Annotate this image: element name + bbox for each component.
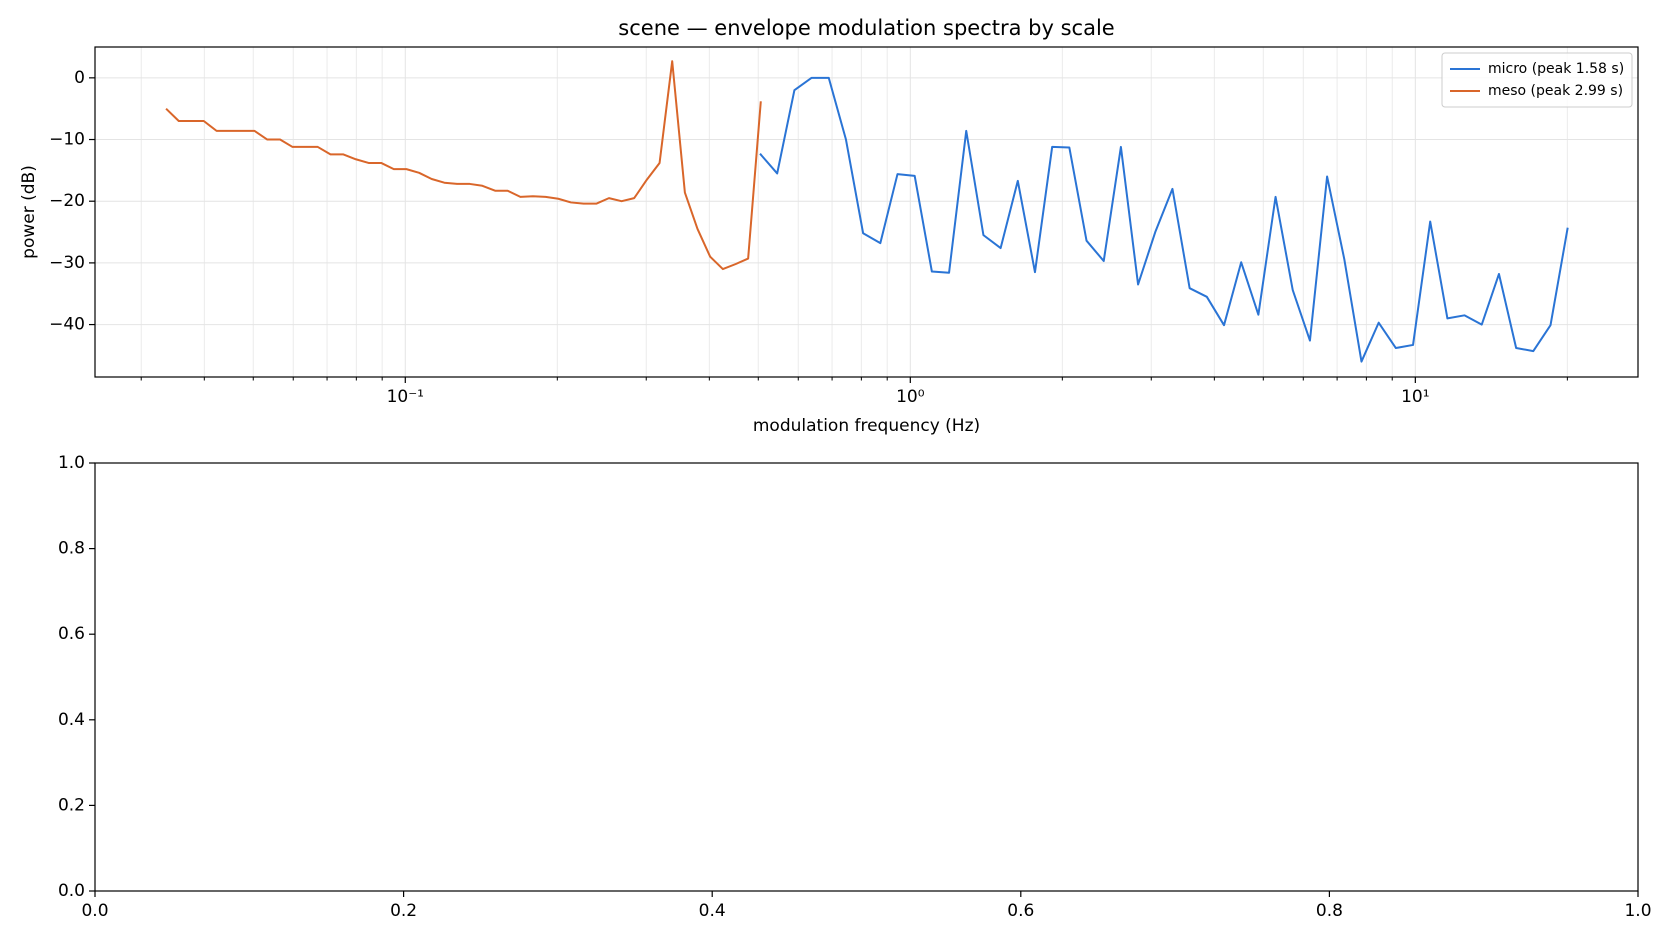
y-tick-label: 1.0 (58, 453, 85, 473)
x-tick-label: 10⁰ (896, 387, 925, 407)
axes-frame (94, 462, 1639, 892)
chart-title: scene — envelope modulation spectra by s… (618, 16, 1114, 40)
y-tick-label: 0 (74, 68, 85, 88)
y-tick-label: 0.8 (58, 539, 85, 559)
axes: scene — envelope modulation spectra by s… (19, 16, 1639, 436)
x-tick-label: 0.6 (1007, 901, 1034, 921)
legend-box (1441, 52, 1633, 108)
y-axis-label: power (dB) (19, 165, 39, 259)
y-tick-label: −30 (49, 253, 85, 273)
x-axis-label: modulation frequency (Hz) (753, 416, 980, 436)
series-line (759, 76, 1569, 363)
legend-label: micro (peak 1.58 s) (1488, 61, 1624, 77)
y-tick-label: 0.6 (58, 624, 85, 644)
x-tick-label: 10⁻¹ (387, 387, 424, 407)
legend-label: meso (peak 2.99 s) (1488, 83, 1623, 99)
y-tick-label: 0.0 (58, 881, 85, 901)
y-tick-label: −40 (49, 315, 85, 335)
x-tick-label: 0.8 (1316, 901, 1343, 921)
y-tick-label: 0.4 (58, 710, 85, 730)
x-tick-label: 10¹ (1401, 387, 1429, 407)
y-tick-label: −10 (49, 130, 85, 150)
x-tick-label: 0.4 (699, 901, 726, 921)
axes: 0.0 0.2 0.4 0.6 0.8 1.0 0.0 0.2 0.4 0.6 0.8 1.0 (58, 453, 1652, 921)
x-tick-label: 0.0 (81, 901, 108, 921)
y-tick-label: −20 (49, 191, 85, 211)
y-tick-label: 0.2 (58, 795, 85, 815)
x-tick-label: 1.0 (1624, 901, 1651, 921)
axes-frame (94, 46, 1639, 378)
series-line (165, 60, 762, 271)
x-tick-label: 0.2 (390, 901, 417, 921)
